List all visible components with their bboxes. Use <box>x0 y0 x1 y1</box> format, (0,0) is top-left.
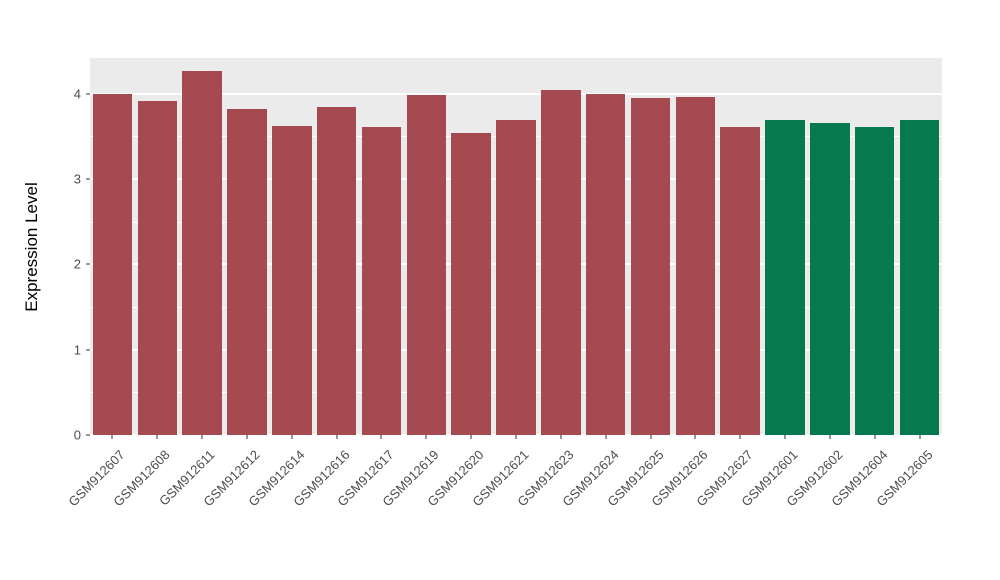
x-tick-mark <box>515 435 517 439</box>
x-tick-mark <box>246 435 248 439</box>
x-tick-mark <box>380 435 382 439</box>
x-tick-mark <box>201 435 203 439</box>
bar-GSM912601 <box>765 120 805 435</box>
bar-GSM912611 <box>182 70 222 435</box>
bar-GSM912608 <box>137 100 177 435</box>
bar-GSM912620 <box>451 133 491 435</box>
bar-GSM912605 <box>899 120 940 435</box>
y-tick-label: 2 <box>73 256 81 272</box>
y-tick-mark <box>86 434 90 436</box>
bar-GSM912625 <box>630 98 671 435</box>
bar-GSM912624 <box>585 93 626 435</box>
y-tick-label: 3 <box>73 171 81 187</box>
bar-GSM912616 <box>316 107 357 435</box>
x-tick-mark <box>291 435 293 439</box>
bar-GSM912604 <box>855 127 895 435</box>
x-tick-mark <box>605 435 607 439</box>
x-tick-mark <box>425 435 427 439</box>
bar-GSM912619 <box>406 94 447 435</box>
x-tick-mark <box>336 435 338 439</box>
x-tick-mark <box>560 435 562 439</box>
bar-GSM912612 <box>227 109 267 435</box>
major-gridline <box>90 92 942 95</box>
y-tick-mark <box>86 349 90 351</box>
y-tick-mark <box>86 93 90 95</box>
bar-GSM912627 <box>720 127 760 435</box>
bar-GSM912607 <box>92 93 133 435</box>
y-tick-mark <box>86 178 90 180</box>
bar-GSM912623 <box>541 89 581 435</box>
bar-GSM912626 <box>675 97 716 435</box>
x-tick-mark <box>829 435 831 439</box>
x-tick-mark <box>111 435 113 439</box>
bar-GSM912602 <box>810 122 850 435</box>
y-tick-label: 0 <box>73 427 81 443</box>
plot-panel <box>90 58 942 436</box>
x-tick-mark <box>156 435 158 439</box>
bar-GSM912621 <box>496 120 536 435</box>
bar-GSM912617 <box>361 127 402 435</box>
x-tick-mark <box>919 435 921 439</box>
y-axis-title: Expression Level <box>22 181 41 312</box>
x-tick-mark <box>650 435 652 439</box>
x-tick-mark <box>739 435 741 439</box>
y-tick-label: 1 <box>73 342 81 358</box>
x-tick-mark <box>874 435 876 439</box>
x-tick-mark <box>784 435 786 439</box>
bar-GSM912614 <box>272 126 312 435</box>
x-tick-mark <box>470 435 472 439</box>
y-tick-label: 4 <box>73 86 81 102</box>
y-tick-mark <box>86 263 90 265</box>
x-tick-mark <box>694 435 696 439</box>
